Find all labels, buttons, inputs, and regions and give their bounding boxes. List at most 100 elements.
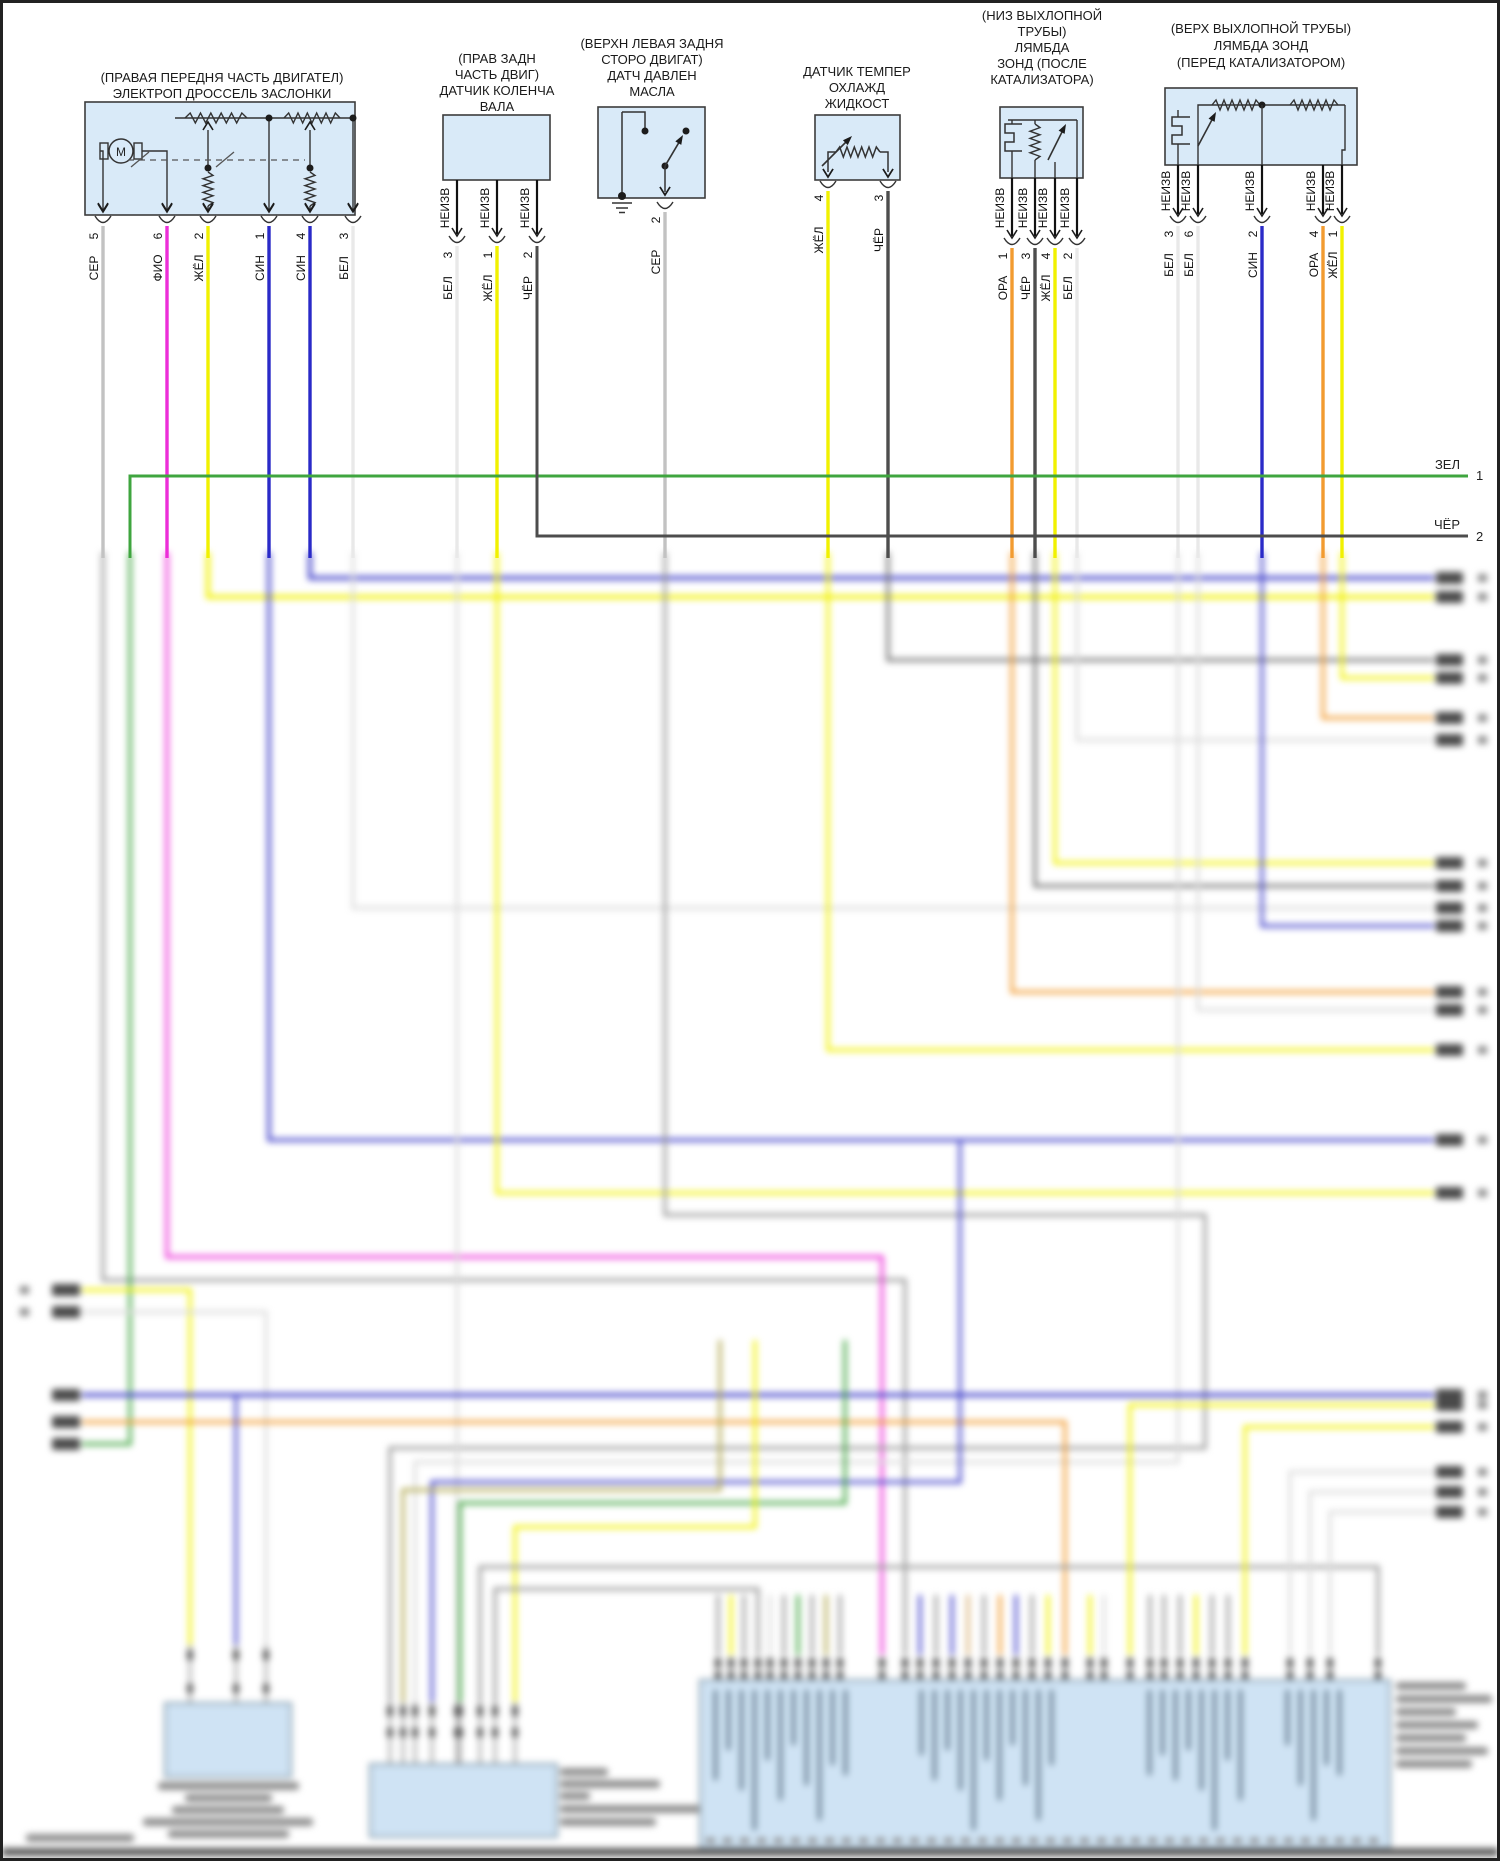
component-box-coolant-temp-sensor	[814, 114, 901, 181]
component-title-crankshaft-sensor-line2: ЧАСТЬ ДВИГ)	[454, 67, 540, 82]
shape	[1287, 1671, 1293, 1679]
component-title-lambda-post-catalyst-line2: ТРУБЫ)	[1017, 24, 1067, 39]
shape	[1161, 1690, 1164, 1755]
arrow-down-icon	[882, 168, 894, 179]
component-title-lambda-pre-catalyst-line2: ЛЯМБДА ЗОНД	[1213, 38, 1309, 53]
connector-icon	[1026, 237, 1044, 246]
shape	[1396, 1695, 1492, 1703]
heater-icon	[1171, 116, 1190, 145]
shape	[1375, 1658, 1381, 1668]
component-title-lambda-post-catalyst-line1: (НИЗ ВЫХЛОПНОЙ	[981, 8, 1103, 23]
shape	[1250, 1838, 1259, 1843]
junction-dot	[349, 114, 357, 122]
wire-color-label: БЕЛ	[1162, 253, 1176, 277]
blurred-wire	[478, 1565, 1380, 1702]
symbol	[821, 137, 851, 167]
shape	[910, 1838, 919, 1843]
shape	[1177, 1658, 1183, 1668]
wire-color-label: ОРА	[996, 275, 1010, 301]
blurred-wire	[1321, 552, 1434, 720]
wire-color-label: БЕЛ	[337, 256, 351, 280]
shape	[1478, 922, 1487, 930]
arrow-up-icon	[304, 120, 316, 131]
shape	[1478, 1046, 1487, 1054]
shape	[1325, 1690, 1328, 1765]
connector-icon	[1189, 215, 1207, 224]
arrow-down-icon	[1317, 207, 1329, 218]
component-title-electronic-throttle-line2: ЭЛЕКТРОП ДРОССЕЛЬ ЗАСЛОНКИ	[112, 86, 332, 101]
connector-icon	[1046, 237, 1064, 246]
wire-color-label: ЧЁР	[1019, 275, 1033, 301]
module-box-left	[164, 1702, 292, 1778]
shape	[740, 1838, 749, 1843]
arrow-down-icon	[659, 186, 671, 197]
pin-stub-label-neizv: НЕИЗВ	[1036, 187, 1050, 229]
shape	[1318, 1838, 1327, 1843]
connector-icon	[1253, 215, 1271, 224]
shape	[1307, 1671, 1313, 1679]
shape	[965, 1671, 971, 1679]
shape	[1478, 674, 1487, 682]
pin-number: 1	[253, 232, 267, 240]
shape	[1087, 1658, 1093, 1668]
arrow-down-icon	[1192, 207, 1204, 218]
junction-dot	[204, 164, 212, 172]
shape	[1396, 1760, 1472, 1768]
arrow-down-icon	[263, 202, 275, 213]
shape	[959, 1690, 962, 1790]
wire-color-label: ЖЁЛ	[1039, 274, 1053, 302]
connector-icon	[448, 235, 466, 244]
blurred-wire	[165, 552, 884, 1655]
bus-label-black: ЧЁР	[1433, 517, 1460, 532]
component-box-oil-pressure-sensor	[597, 106, 706, 199]
shape	[781, 1658, 787, 1668]
blurred-wire	[82, 552, 132, 1446]
shape	[893, 1838, 902, 1843]
shape	[1436, 1389, 1463, 1401]
component-title-oil-pressure-sensor-line1: (ВЕРХН ЛЕВАЯ ЗАДНЯ	[580, 36, 724, 51]
symbol	[184, 111, 248, 125]
ground-icon	[612, 202, 632, 214]
junction-dot	[641, 127, 649, 135]
component-title-crankshaft-sensor-line1: (ПРАВ ЗАДН	[458, 51, 536, 66]
connector-icon	[199, 215, 217, 224]
shape	[1062, 1671, 1068, 1679]
symbol	[302, 171, 318, 207]
shape	[1213, 1690, 1216, 1830]
blurred-wire	[1075, 552, 1434, 742]
pin-number: 3	[441, 251, 455, 259]
symbol	[1289, 98, 1339, 112]
shape	[1335, 1838, 1344, 1843]
shape	[781, 1671, 787, 1679]
shape	[706, 1838, 715, 1843]
shape	[741, 1671, 747, 1679]
arrow-down-icon	[1006, 229, 1018, 240]
bus-wire-green	[128, 474, 1468, 558]
pin-number: 3	[337, 232, 351, 240]
motor-icon	[108, 138, 134, 164]
shape	[1127, 1658, 1133, 1668]
symbol	[1211, 98, 1261, 112]
shape	[1286, 1690, 1289, 1745]
wire-color-label: СЕР	[87, 255, 101, 281]
blurred-wire	[388, 552, 1207, 1702]
blurred-wire	[1340, 552, 1434, 680]
symbol	[880, 151, 889, 172]
wire-color-label: ЧЁР	[521, 275, 535, 301]
arrow-down-icon	[202, 202, 214, 213]
pin-number: 5	[87, 232, 101, 240]
wire-color-label: ЖЁЛ	[812, 226, 826, 254]
shape	[52, 1416, 80, 1428]
component-title-coolant-temp-sensor-line1: ДАТЧИК ТЕМПЕР	[803, 64, 911, 79]
shape	[1436, 572, 1463, 584]
pin-number: 4	[812, 194, 826, 202]
bus-pin-number-black: 2	[1476, 529, 1484, 544]
blurred-wire	[1010, 552, 1434, 994]
shape	[809, 1671, 815, 1679]
wire-color-label: БЕЛ	[1182, 253, 1196, 277]
shape	[1161, 1671, 1167, 1679]
shape	[902, 1658, 908, 1668]
shape	[767, 1671, 773, 1679]
symbol	[1341, 105, 1346, 165]
